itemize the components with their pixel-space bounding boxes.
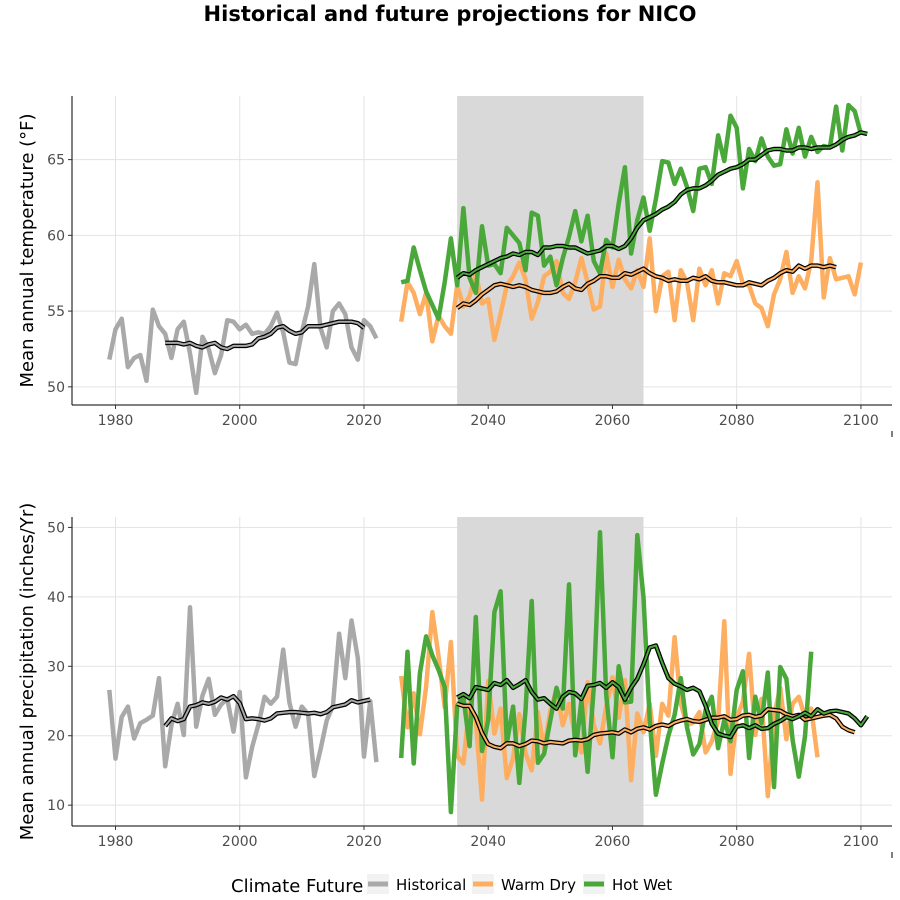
historical-line bbox=[107, 261, 379, 396]
shaded-period bbox=[457, 517, 644, 826]
y-tick-label: 50 bbox=[47, 520, 65, 536]
x-tick-label: 1980 bbox=[98, 834, 134, 850]
y-tick-label: 20 bbox=[47, 729, 65, 745]
legend-label: Warm Dry bbox=[501, 876, 576, 894]
historical-rolling-mean-line bbox=[164, 695, 371, 727]
x-tick-label: 2080 bbox=[719, 834, 755, 850]
x-tick-label: 2040 bbox=[470, 413, 506, 429]
x-tick-label: 1980 bbox=[98, 413, 134, 429]
shaded-period bbox=[457, 96, 644, 405]
y-tick-label: 65 bbox=[47, 153, 65, 169]
y-tick-label: 30 bbox=[47, 659, 65, 675]
x-tick-label: 2000 bbox=[222, 834, 258, 850]
hot-wet-line bbox=[398, 530, 814, 815]
panel-2: 10 20 30 40 50 1980 2000 2020 2040 2060 2080 2100 Me… bbox=[17, 503, 893, 858]
legend-label: Hot Wet bbox=[612, 876, 672, 894]
y-tick-label: 60 bbox=[47, 228, 65, 244]
legend-title: Climate Future bbox=[231, 876, 363, 897]
x-tick-label: 2100 bbox=[843, 834, 879, 850]
warm-dry-rolling-mean-line bbox=[456, 264, 837, 309]
x-tick-label: 2060 bbox=[595, 834, 631, 850]
y-tick-label: 40 bbox=[47, 590, 65, 606]
historical-line bbox=[107, 605, 379, 780]
hot-wet-rolling-mean-line bbox=[456, 131, 868, 279]
x-tick-label: 2060 bbox=[595, 413, 631, 429]
panel-1: 50 55 60 65 1980 2000 2020 2040 2060 2080 2100 Mean… bbox=[17, 96, 893, 437]
y-axis-title: Mean annual temperature (°F) bbox=[17, 113, 38, 387]
x-tick-label: 2020 bbox=[346, 834, 382, 850]
x-tick-label: 2080 bbox=[719, 413, 755, 429]
x-tick-label: 2100 bbox=[843, 413, 879, 429]
y-tick-label: 10 bbox=[47, 798, 65, 814]
historical-rolling-mean-line bbox=[165, 320, 365, 350]
x-tick-label: 2020 bbox=[346, 413, 382, 429]
y-tick-label: 50 bbox=[47, 380, 65, 396]
y-axis-title: Mean annual precipitation (inches/Yr) bbox=[17, 503, 38, 841]
legend-label: Historical bbox=[396, 876, 466, 894]
chart-title: Historical and future projections for NI… bbox=[203, 2, 697, 26]
hot-wet-rolling-mean-line bbox=[456, 644, 869, 739]
legend: Climate Future Historical Warm Dry Hot Wet bbox=[231, 874, 672, 897]
x-tick-label: 2040 bbox=[470, 834, 506, 850]
y-tick-label: 55 bbox=[47, 304, 65, 320]
warm-dry-rolling-mean-line bbox=[456, 702, 856, 750]
x-tick-label: 2000 bbox=[222, 413, 258, 429]
